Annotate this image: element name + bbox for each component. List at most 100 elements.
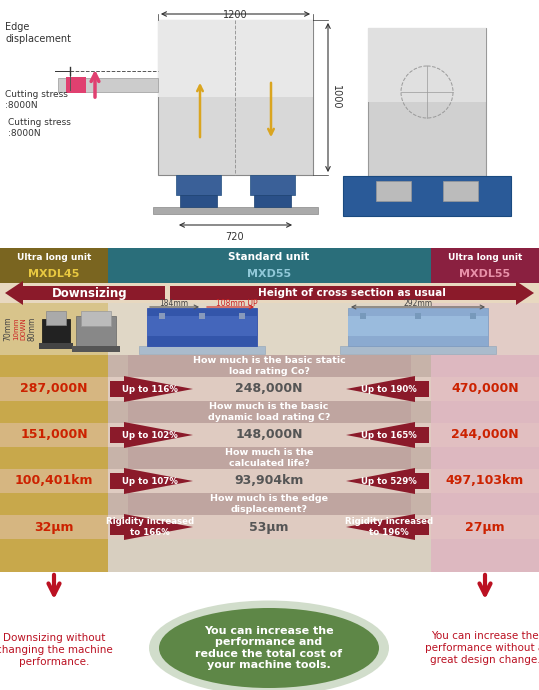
Text: 1000: 1000 xyxy=(331,85,341,109)
Bar xyxy=(431,248,539,266)
Text: Up to 190%: Up to 190% xyxy=(361,384,417,393)
Bar xyxy=(250,175,295,195)
Text: 184mm: 184mm xyxy=(160,299,189,308)
Polygon shape xyxy=(170,281,534,305)
Polygon shape xyxy=(5,281,165,305)
Polygon shape xyxy=(110,473,122,489)
Bar xyxy=(431,283,539,572)
Text: How much is the basic
dynamic load rating C?: How much is the basic dynamic load ratin… xyxy=(208,402,330,422)
Bar xyxy=(376,181,411,201)
Text: Up to 102%: Up to 102% xyxy=(122,431,178,440)
Bar xyxy=(368,28,486,176)
Bar xyxy=(153,207,318,214)
Bar xyxy=(348,316,488,336)
Text: 720: 720 xyxy=(226,232,244,242)
Polygon shape xyxy=(346,422,429,448)
Bar xyxy=(0,0,539,248)
Bar xyxy=(128,355,411,377)
Text: 248,000N: 248,000N xyxy=(235,382,303,395)
Bar xyxy=(470,313,476,319)
Bar xyxy=(0,283,539,303)
Bar xyxy=(340,346,496,354)
Text: 287,000N: 287,000N xyxy=(20,382,88,395)
Text: You can increase the
performance without a
great design change.: You can increase the performance without… xyxy=(425,631,539,664)
Bar xyxy=(239,313,245,319)
Text: 100,401km: 100,401km xyxy=(15,475,93,488)
Bar xyxy=(147,308,257,346)
Text: 10mm
DOWN: 10mm DOWN xyxy=(13,317,26,340)
Bar xyxy=(443,181,478,201)
Bar xyxy=(108,248,431,266)
Text: 497,103km: 497,103km xyxy=(446,475,524,488)
Text: 70mm: 70mm xyxy=(3,317,12,342)
Text: You can increase the
performance and
reduce the total cost of
your machine tools: You can increase the performance and red… xyxy=(196,626,343,671)
Polygon shape xyxy=(110,468,193,494)
Text: 470,000N: 470,000N xyxy=(451,382,519,395)
Bar xyxy=(108,447,431,469)
Text: Up to 107%: Up to 107% xyxy=(122,477,178,486)
Text: How much is the edge
displacement?: How much is the edge displacement? xyxy=(210,494,328,513)
Text: Cutting stress
:8000N: Cutting stress :8000N xyxy=(5,90,68,110)
Bar xyxy=(415,313,421,319)
Text: How much is the
calculated life?: How much is the calculated life? xyxy=(225,448,313,468)
Bar xyxy=(158,20,313,175)
Text: 151,000N: 151,000N xyxy=(20,428,88,442)
Bar xyxy=(176,175,221,195)
Bar xyxy=(0,469,539,493)
Bar xyxy=(46,311,66,325)
Polygon shape xyxy=(346,376,429,402)
Bar xyxy=(159,313,165,319)
Text: 27μm: 27μm xyxy=(465,520,505,533)
Text: 80mm: 80mm xyxy=(27,317,37,341)
Ellipse shape xyxy=(159,608,379,688)
Polygon shape xyxy=(417,519,429,535)
Bar xyxy=(81,311,111,326)
Bar xyxy=(0,283,108,572)
Bar xyxy=(108,283,431,572)
Bar xyxy=(128,447,411,469)
Bar xyxy=(128,493,411,515)
Text: Edge
displacement: Edge displacement xyxy=(5,22,71,43)
Polygon shape xyxy=(110,514,193,540)
Bar xyxy=(0,572,539,690)
Bar xyxy=(368,28,486,102)
Bar xyxy=(39,343,73,349)
Polygon shape xyxy=(417,381,429,397)
Bar xyxy=(0,248,108,266)
Bar xyxy=(0,266,108,283)
Bar xyxy=(108,355,431,377)
Text: 292mm: 292mm xyxy=(403,299,433,308)
Text: Up to 116%: Up to 116% xyxy=(122,384,178,393)
Polygon shape xyxy=(110,427,122,443)
Bar xyxy=(72,346,120,352)
Text: Ultra long unit: Ultra long unit xyxy=(448,253,522,262)
Text: MXD55: MXD55 xyxy=(247,269,291,279)
Polygon shape xyxy=(417,473,429,489)
Text: Up to 165%: Up to 165% xyxy=(361,431,417,440)
Text: Downsizing without
changing the machine
performance.: Downsizing without changing the machine … xyxy=(0,633,112,667)
Bar xyxy=(199,313,205,319)
Text: 32μm: 32μm xyxy=(34,520,74,533)
Text: 1200: 1200 xyxy=(223,10,247,20)
Polygon shape xyxy=(110,422,193,448)
Bar xyxy=(0,377,539,401)
Bar xyxy=(108,266,431,283)
Bar xyxy=(431,266,539,283)
Text: Cutting stress
:8000N: Cutting stress :8000N xyxy=(8,118,71,138)
Text: 93,904km: 93,904km xyxy=(234,475,303,488)
Bar xyxy=(147,316,257,336)
Polygon shape xyxy=(110,381,122,397)
Bar xyxy=(76,316,116,346)
Text: MXDL45: MXDL45 xyxy=(29,269,80,279)
Bar xyxy=(343,176,511,216)
Text: 53μm: 53μm xyxy=(249,520,289,533)
Bar xyxy=(108,401,431,423)
Text: Up to 529%: Up to 529% xyxy=(361,477,417,486)
Bar xyxy=(139,346,265,354)
Bar xyxy=(108,493,431,515)
Bar xyxy=(0,423,539,447)
Bar xyxy=(0,515,539,539)
Polygon shape xyxy=(417,427,429,443)
Text: How much is the basic static
load rating Co?: How much is the basic static load rating… xyxy=(192,356,345,375)
Bar xyxy=(348,308,488,346)
